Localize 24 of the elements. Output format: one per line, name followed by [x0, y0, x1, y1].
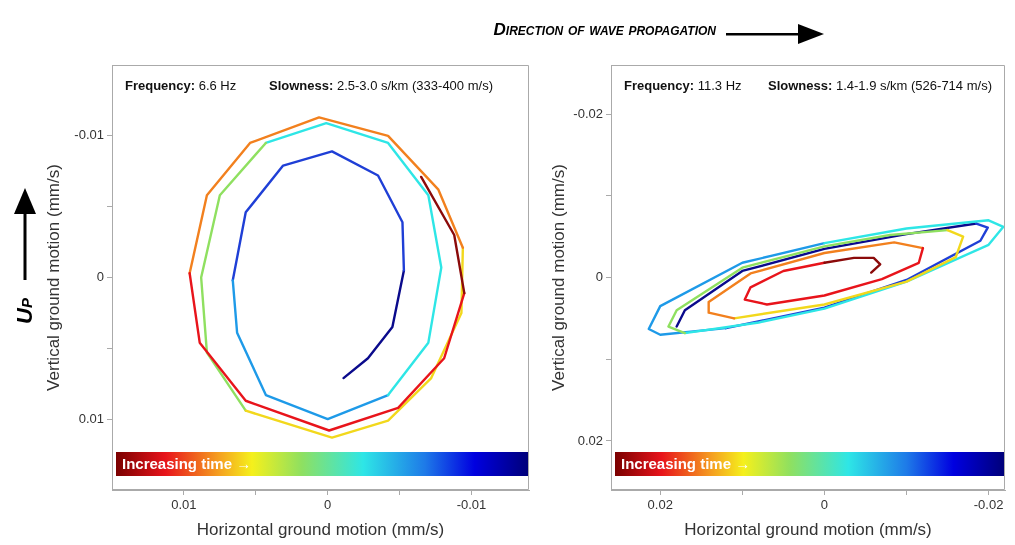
x-tick-label: 0: [820, 497, 829, 513]
annotation: Increasing time →: [621, 455, 751, 472]
text: Up: [12, 297, 38, 326]
text: Slowness: 1.4-1.9 s/km (526-714 m/s): [768, 78, 992, 93]
y-axis-title: Vertical ground motion (mm/s): [43, 164, 63, 391]
text: Slowness: 2.5-3.0 s/km (333-400 m/s): [269, 78, 493, 93]
text: Direction of wave propagation: [493, 20, 716, 40]
x-tick-label: 0: [324, 497, 332, 513]
x-axis-title: Horizontal ground motion (mm/s): [196, 520, 445, 540]
y-tick-label: 0: [595, 269, 603, 285]
y-axis-title: Vertical ground motion (mm/s): [548, 164, 568, 391]
x-tick-label: 0.02: [647, 497, 673, 513]
y-tick-label: -0.01: [74, 127, 104, 143]
x-axis-title: Horizontal ground motion (mm/s): [684, 520, 932, 540]
y-tick-label: -0.02: [573, 105, 603, 121]
x-tick-label: -0.02: [973, 497, 1004, 513]
x-tick-label: -0.01: [456, 497, 487, 513]
text: Frequency: 11.3 Hz: [624, 78, 742, 93]
y-tick-label: 0.01: [78, 410, 104, 426]
annotation: Increasing time →: [122, 455, 252, 472]
text: Frequency: 6.6 Hz: [125, 78, 237, 93]
x-tick-label: 0.01: [171, 497, 197, 513]
y-tick-label: 0: [96, 269, 104, 285]
y-tick-label: 0.02: [577, 432, 603, 448]
